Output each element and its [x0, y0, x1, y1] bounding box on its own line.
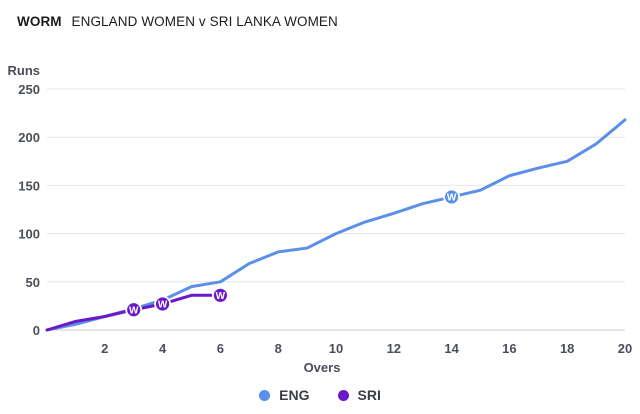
- x-tick-label: 8: [275, 341, 282, 356]
- x-tick-label: 6: [217, 341, 224, 356]
- legend-dot-icon: [259, 389, 271, 401]
- legend-label: SRI: [357, 387, 381, 403]
- x-tick-label: 2: [101, 341, 108, 356]
- wicket-marker-sri: [211, 286, 229, 304]
- x-axis-title: Overs: [304, 360, 341, 375]
- wicket-label: W: [447, 193, 457, 204]
- match-title: ENGLAND WOMEN v SRI LANKA WOMEN: [71, 14, 338, 29]
- legend-item-sri[interactable]: SRI: [337, 387, 381, 403]
- chart-header: WORM ENGLAND WOMEN v SRI LANKA WOMEN: [17, 14, 338, 29]
- legend-label: ENG: [279, 387, 310, 403]
- y-tick-label: 0: [33, 323, 40, 338]
- wicket-label: W: [129, 305, 139, 316]
- wicket-marker-sri: [125, 301, 143, 319]
- y-tick-label: 250: [18, 82, 40, 97]
- wicket-marker-eng: [443, 188, 461, 206]
- legend-item-eng[interactable]: ENG: [259, 387, 310, 403]
- legend-dot-icon: [337, 389, 349, 401]
- y-tick-label: 150: [18, 178, 40, 193]
- x-tick-label: 10: [329, 341, 343, 356]
- y-tick-label: 50: [26, 275, 40, 290]
- y-axis-title: Runs: [8, 63, 41, 78]
- x-tick-label: 16: [502, 341, 516, 356]
- x-tick-label: 18: [560, 341, 574, 356]
- series-line-eng: [45, 118, 627, 332]
- chart-legend: ENG SRI: [0, 387, 640, 403]
- y-tick-label: 100: [18, 227, 40, 242]
- x-tick-label: 12: [387, 341, 401, 356]
- x-tick-label: 14: [444, 341, 459, 356]
- x-tick-label: 4: [159, 341, 167, 356]
- y-tick-label: 200: [18, 130, 40, 145]
- wicket-marker-sri: [154, 295, 172, 313]
- wicket-label: W: [216, 291, 226, 302]
- wicket-label: W: [158, 300, 168, 311]
- chart-kind-label: WORM: [17, 14, 62, 29]
- x-tick-label: 20: [618, 341, 632, 356]
